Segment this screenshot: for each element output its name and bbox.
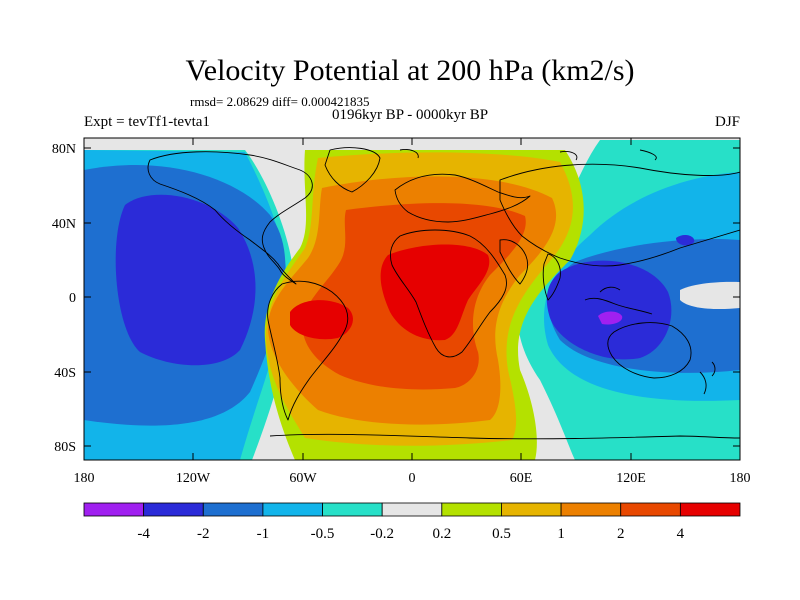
y-tick-label: 40S: [54, 366, 76, 381]
experiment-label: Expt = tevTf1-tevta1: [84, 114, 210, 130]
east-neg4-small: [676, 235, 695, 246]
colorbar-box: [381, 502, 443, 517]
y-tick-label: 80N: [52, 142, 76, 157]
colorbar-box: [679, 502, 741, 517]
stats-label: rmsd= 2.08629 diff= 0.000421835: [190, 94, 369, 109]
x-tick-label: 120E: [616, 471, 646, 486]
y-axis-labels: 80N 40N 0 40S 80S: [52, 142, 76, 455]
y-tick-label: 40N: [52, 217, 76, 232]
plot-title: Velocity Potential at 200 hPa (km2/s): [185, 54, 634, 87]
x-tick-label: 180: [74, 471, 95, 486]
colorbar-label: -2: [197, 526, 210, 542]
colorbar-box: [620, 502, 681, 517]
colorbar-label: -0.5: [311, 526, 335, 542]
east-neg5: [598, 311, 623, 325]
coast-indonesia: [584, 286, 653, 315]
colorbar-box: [262, 502, 323, 517]
map-field: [84, 138, 740, 460]
east-neutral-patch: [680, 281, 740, 310]
coast-antarctica: [269, 433, 740, 440]
season-label: DJF: [715, 114, 740, 130]
colorbar-box: [501, 502, 562, 517]
colorbar-label: 0.2: [432, 526, 451, 542]
coast-australia: [607, 322, 692, 379]
coast-europe: [394, 173, 531, 223]
colorbar-label: -1: [257, 526, 270, 542]
coast-new-zealand: [699, 361, 716, 395]
tick-marks: [84, 138, 740, 460]
colorbar-box: [202, 502, 264, 517]
coast-arctic-islands: [399, 149, 657, 161]
colorbar-label: -0.2: [370, 526, 394, 542]
pos-level5-africa: [380, 244, 490, 341]
colorbar-label: 1: [557, 526, 565, 542]
pos-level5-samerica: [290, 300, 353, 340]
colorbar-label: 2: [617, 526, 625, 542]
coastlines: [147, 147, 740, 440]
colorbar-box: [83, 502, 145, 517]
colorbar-label: 0.5: [492, 526, 511, 542]
coast-arabia-india: [499, 239, 561, 301]
x-tick-label: 60E: [510, 471, 533, 486]
coast-south-america: [267, 280, 349, 421]
coast-greenland: [324, 147, 381, 193]
colorbar-box: [322, 502, 383, 517]
x-tick-label: 60W: [289, 471, 317, 486]
x-tick-label: 180: [730, 471, 751, 486]
pacific-west-neg4: [115, 194, 256, 366]
colorbar-label: -4: [137, 526, 150, 542]
coast-africa: [389, 229, 507, 358]
east-neg4: [546, 260, 672, 360]
colorbar-box: [143, 502, 204, 517]
colorbar-label: 4: [677, 526, 685, 542]
x-tick-label: 0: [409, 471, 416, 486]
colorbar-box: [560, 502, 622, 517]
colorbar: -4 -2 -1 -0.5 -0.2 0.2 0.5 1 2 4: [83, 502, 741, 542]
coast-asia: [499, 163, 740, 267]
colorbar-box: [441, 502, 502, 517]
coast-north-america: [147, 151, 313, 285]
y-tick-label: 80S: [54, 440, 76, 455]
x-tick-label: 120W: [176, 471, 211, 486]
x-axis-labels: 180 120W 60W 0 60E 120E 180: [74, 471, 751, 486]
period-label: 0196kyr BP - 0000kyr BP: [332, 107, 488, 123]
y-tick-label: 0: [69, 291, 76, 306]
